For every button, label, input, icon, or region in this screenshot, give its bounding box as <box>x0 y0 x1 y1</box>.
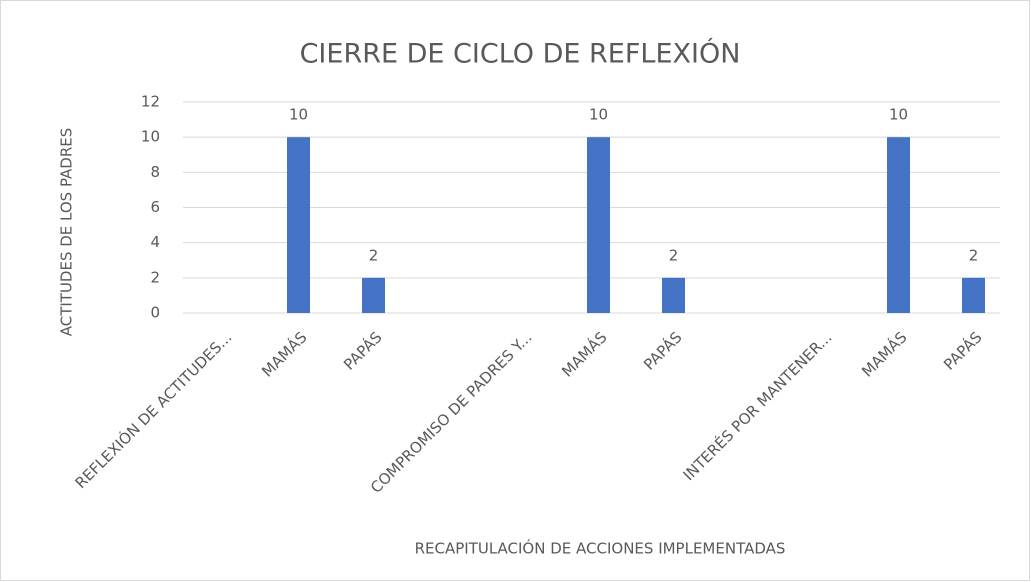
bar <box>362 277 385 313</box>
y-tick-label: 6 <box>150 198 160 216</box>
data-label: 10 <box>889 106 908 124</box>
y-tick-label: 4 <box>150 233 160 251</box>
chart-title: CIERRE DE CICLO DE REFLEXIÓN <box>300 38 741 70</box>
data-label: 2 <box>369 246 379 264</box>
y-tick-label: 10 <box>141 128 160 146</box>
y-tick-label: 8 <box>150 163 160 181</box>
bar <box>287 137 310 313</box>
y-tick-label: 12 <box>141 93 160 111</box>
bar <box>587 137 610 313</box>
y-tick-label: 2 <box>150 268 160 286</box>
data-label: 10 <box>589 106 608 124</box>
data-label: 2 <box>669 246 679 264</box>
y-tick-label: 0 <box>150 304 160 322</box>
bar <box>962 277 985 313</box>
data-label: 10 <box>289 106 308 124</box>
y-axis-label: ACTITUDES DE LOS PADRES <box>58 128 76 337</box>
bar <box>662 277 685 313</box>
x-axis-label: RECAPITULACIÓN DE ACCIONES IMPLEMENTADAS <box>415 539 786 558</box>
data-label: 2 <box>969 246 979 264</box>
bar <box>887 137 910 313</box>
